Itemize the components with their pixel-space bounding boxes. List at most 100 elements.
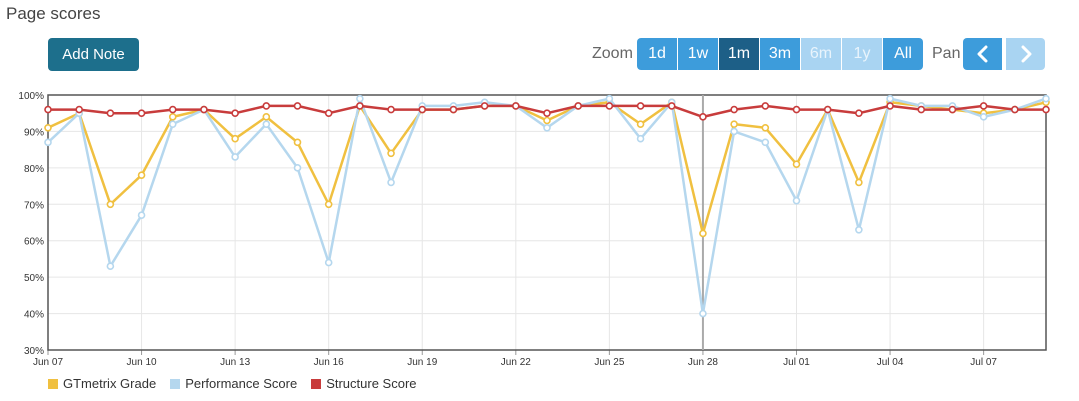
y-tick-label: 100% bbox=[18, 91, 44, 102]
gtmetrix-grade-point bbox=[792, 160, 801, 169]
y-tick-label: 70% bbox=[24, 200, 44, 211]
structure-score-point bbox=[1011, 105, 1019, 114]
y-tick-label: 30% bbox=[24, 346, 44, 357]
x-tick-label: Jun 07 bbox=[33, 357, 63, 368]
y-tick-label: 80% bbox=[24, 164, 44, 175]
performance-score-point bbox=[324, 258, 333, 267]
performance-score-point bbox=[761, 138, 770, 147]
pan-label: Pan bbox=[932, 45, 961, 62]
performance-score-point bbox=[886, 94, 894, 103]
y-tick-label: 90% bbox=[24, 127, 44, 138]
structure-score-point bbox=[855, 109, 863, 118]
legend-swatch bbox=[48, 378, 58, 389]
legend-item-performance-score[interactable]: Performance Score bbox=[170, 376, 297, 391]
gtmetrix-grade-point bbox=[168, 113, 177, 121]
legend-label: Performance Score bbox=[185, 376, 298, 391]
structure-score-point bbox=[636, 102, 645, 110]
performance-score-point bbox=[356, 94, 364, 103]
structure-score-point bbox=[948, 105, 957, 114]
structure-score-point bbox=[886, 102, 894, 110]
structure-score-point bbox=[137, 109, 146, 118]
x-tick-label: Jun 25 bbox=[594, 357, 624, 368]
chevron-left-icon bbox=[977, 45, 987, 63]
add-note-button[interactable]: Add Note bbox=[48, 38, 139, 71]
pan-right-button[interactable] bbox=[1006, 38, 1045, 70]
legend-item-gtmetrix-grade[interactable]: GTmetrix Grade bbox=[48, 376, 156, 391]
performance-score-point bbox=[636, 134, 645, 143]
legend-item-structure-score[interactable]: Structure Score bbox=[311, 376, 417, 391]
performance-score-point bbox=[106, 262, 115, 271]
legend-swatch bbox=[170, 378, 181, 389]
performance-score-point bbox=[168, 120, 177, 128]
performance-score-point bbox=[605, 94, 614, 103]
y-tick-label: 40% bbox=[24, 310, 44, 321]
x-tick-label: Jul 01 bbox=[783, 357, 810, 368]
performance-score-point bbox=[699, 309, 707, 318]
structure-score-point bbox=[75, 105, 83, 114]
zoom-1w-button[interactable]: 1w bbox=[678, 38, 718, 70]
structure-score-point bbox=[512, 102, 520, 110]
structure-score-point bbox=[324, 109, 333, 118]
structure-score-point bbox=[387, 105, 395, 114]
x-tick-label: Jun 16 bbox=[314, 357, 344, 368]
structure-score-point bbox=[356, 102, 364, 110]
gtmetrix-grade-point bbox=[543, 116, 551, 125]
gtmetrix-grade-point bbox=[44, 123, 52, 132]
legend-label: GTmetrix Grade bbox=[63, 376, 157, 391]
y-tick-label: 60% bbox=[24, 237, 44, 248]
zoom-1y-button[interactable]: 1y bbox=[842, 38, 882, 70]
gtmetrix-grade-point bbox=[231, 134, 239, 143]
zoom-button-group: 1d 1w 1m 3m 6m 1y All bbox=[637, 38, 923, 70]
structure-score-point bbox=[917, 105, 926, 114]
structure-score-point bbox=[418, 105, 427, 114]
x-tick-label: Jun 13 bbox=[220, 357, 250, 368]
performance-score-point bbox=[730, 127, 738, 136]
zoom-3m-button[interactable]: 3m bbox=[760, 38, 800, 70]
x-tick-label: Jun 22 bbox=[501, 357, 531, 368]
gtmetrix-grade-point bbox=[387, 149, 395, 158]
performance-score-point bbox=[44, 138, 52, 147]
gtmetrix-grade-point bbox=[293, 138, 302, 147]
structure-score-point bbox=[44, 105, 52, 114]
gtmetrix-grade-point bbox=[699, 229, 707, 238]
structure-score-point bbox=[1042, 105, 1050, 114]
zoom-all-button[interactable]: All bbox=[883, 38, 923, 70]
x-tick-label: Jul 07 bbox=[970, 357, 997, 368]
page-title: Page scores bbox=[6, 4, 101, 23]
structure-score-point bbox=[106, 109, 115, 118]
zoom-label: Zoom bbox=[592, 45, 633, 62]
performance-score-point bbox=[1042, 94, 1050, 103]
zoom-6m-button[interactable]: 6m bbox=[801, 38, 841, 70]
performance-score-point bbox=[387, 178, 395, 187]
zoom-1m-button[interactable]: 1m bbox=[719, 38, 759, 70]
structure-score-point bbox=[543, 109, 551, 118]
gtmetrix-grade-point bbox=[761, 123, 770, 132]
gtmetrix-grade-point bbox=[636, 120, 645, 128]
structure-score-point bbox=[823, 105, 832, 114]
y-tick-label: 50% bbox=[24, 273, 44, 284]
legend-swatch bbox=[311, 378, 322, 389]
chevron-right-icon bbox=[1021, 45, 1031, 63]
legend-label: Structure Score bbox=[326, 376, 417, 391]
gtmetrix-grade-point bbox=[137, 171, 146, 179]
gtmetrix-grade-point bbox=[324, 200, 333, 209]
plot-border bbox=[47, 94, 1047, 351]
structure-score-point bbox=[574, 102, 582, 110]
structure-score-point bbox=[200, 105, 208, 114]
performance-score-point bbox=[543, 123, 551, 132]
performance-score-point bbox=[979, 113, 988, 121]
structure-score-point bbox=[262, 102, 271, 110]
structure-score-point bbox=[605, 102, 614, 110]
structure-score-point bbox=[792, 105, 801, 114]
performance-score-point bbox=[137, 211, 146, 220]
gtmetrix-grade-point bbox=[855, 178, 863, 187]
structure-score-point bbox=[979, 102, 988, 110]
performance-score-point bbox=[855, 225, 863, 234]
x-tick-label: Jul 04 bbox=[877, 357, 904, 368]
structure-score-point bbox=[730, 105, 738, 114]
gtmetrix-grade-point bbox=[106, 200, 115, 209]
performance-score-point bbox=[231, 153, 239, 161]
pan-left-button[interactable] bbox=[963, 38, 1002, 70]
structure-score-point bbox=[231, 109, 239, 118]
zoom-1d-button[interactable]: 1d bbox=[637, 38, 677, 70]
